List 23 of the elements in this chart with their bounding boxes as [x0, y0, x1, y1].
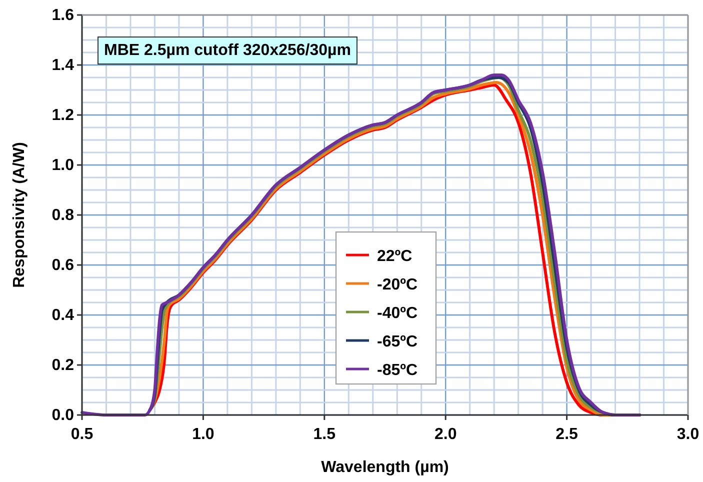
legend-label: -40ºC	[377, 305, 418, 322]
y-tick-label: 0.0	[52, 407, 74, 424]
y-tick-label: 0.8	[52, 207, 74, 224]
legend-label: -20ºC	[377, 276, 418, 294]
y-tick-label: 1.6	[52, 7, 74, 24]
y-tick-label: 1.0	[52, 157, 74, 174]
x-tick-label: 1.5	[313, 426, 336, 443]
y-tick-label: 0.2	[52, 357, 74, 374]
legend-label: 22ºC	[377, 248, 413, 265]
x-tick-label: 3.0	[676, 426, 700, 443]
annotation: MBE 2.5µm cutoff 320x256/30µm	[104, 42, 351, 59]
legend-label: -65ºC	[377, 334, 418, 350]
x-axis-title: Wavelength (µm)	[321, 459, 449, 476]
legend-label: -85ºC	[377, 362, 418, 379]
x-tick-label: 2.5	[556, 426, 578, 443]
y-tick-label: 1.2	[52, 107, 74, 124]
y-tick-label: 1.4	[52, 57, 74, 74]
x-tick-label: 2.0	[434, 426, 457, 443]
y-tick-label: 0.4	[52, 307, 74, 324]
y-axis-title: Responsivity (A/W)	[11, 142, 28, 288]
x-tick-label: 0.5	[70, 426, 94, 443]
y-tick-label: 0.6	[52, 257, 74, 274]
x-tick-label: 1.0	[192, 426, 214, 443]
